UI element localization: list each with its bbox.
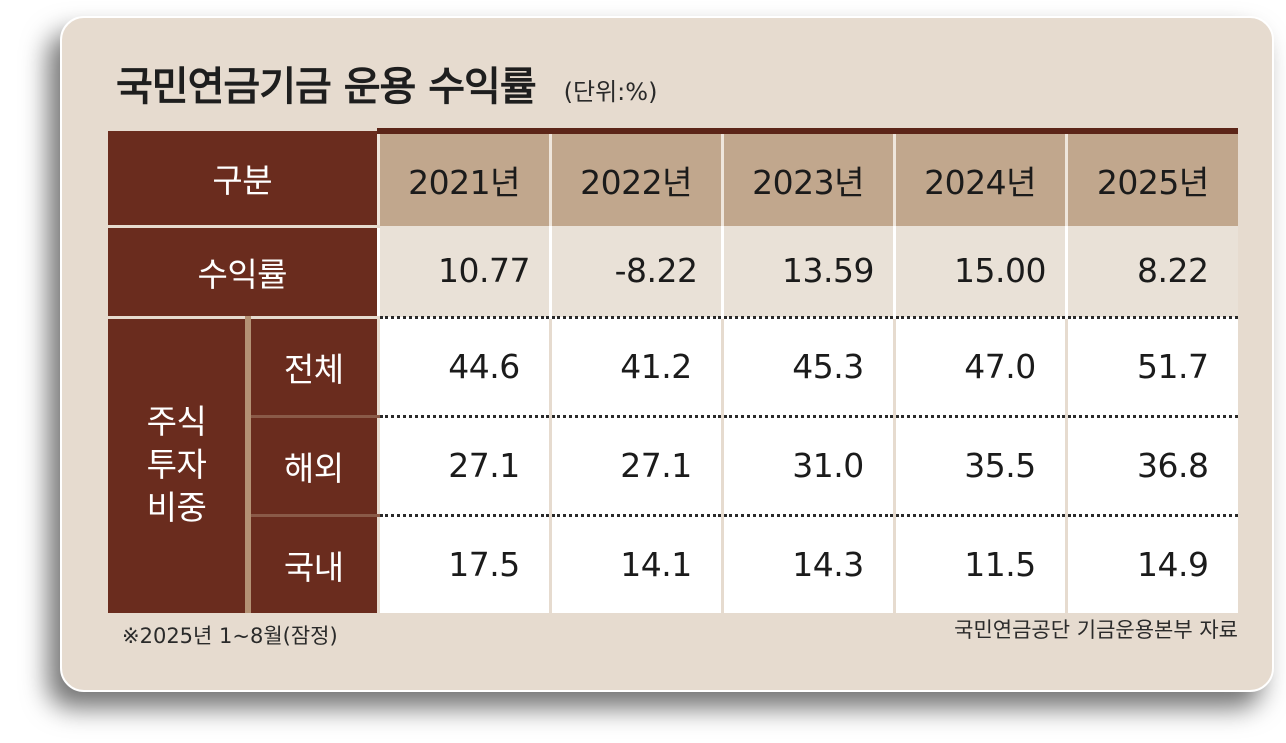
stock-value: 35.5 [964, 446, 1036, 485]
stock-row-total: 주식 투자 비중 전체 44.6 41.2 45.3 47.0 51.7 [108, 317, 1239, 613]
chart-title: 국민연금기금 운용 수익률 [116, 64, 537, 110]
stock-value: 41.2 [620, 347, 692, 386]
stock-value: 17.5 [448, 545, 520, 584]
stock-group-label: 주식 투자 비중 [108, 317, 251, 613]
return-value: 13.59 [782, 251, 874, 291]
year-header: 2021년 [376, 128, 551, 226]
return-cell: 8.22 [1064, 226, 1239, 319]
stock-cell: 41.2 [548, 317, 723, 418]
year-header: 2022년 [548, 128, 723, 226]
stock-row-label: 해외 [248, 416, 379, 517]
stock-value: 27.1 [620, 446, 692, 485]
stock-row-label: 국내 [248, 515, 379, 613]
stock-value: 14.9 [1137, 545, 1209, 584]
year-header: 2023년 [720, 128, 895, 226]
stock-value: 47.0 [964, 347, 1036, 386]
stock-cell: 27.1 [548, 416, 723, 517]
stock-value: 27.1 [448, 446, 520, 485]
unit-label: (단위:%) [563, 78, 658, 106]
return-value: -8.22 [614, 251, 698, 291]
stock-group-text: 주식 투자 비중 [146, 402, 207, 527]
stock-cell: 44.6 [376, 317, 551, 418]
footnote: ※2025년 1~8월(잠정) [122, 624, 338, 648]
return-cell: 13.59 [720, 226, 895, 319]
return-value: 8.22 [1137, 251, 1209, 291]
return-value: 15.00 [954, 251, 1046, 291]
header-row: 구분 2021년 2022년 2023년 2024년 2025년 [108, 128, 1239, 228]
header-label: 구분 [108, 131, 379, 228]
stock-cell: 14.3 [720, 515, 895, 613]
stock-cell: 45.3 [720, 317, 895, 418]
stock-cell: 14.1 [548, 515, 723, 613]
stock-cell: 17.5 [376, 515, 551, 613]
title-row: 국민연금기금 운용 수익률 (단위:%) [116, 54, 657, 112]
year-header: 2025년 [1064, 128, 1239, 226]
stock-row-overseas: 해외 27.1 27.1 31.0 35.5 36.8 [108, 416, 1239, 517]
return-row: 수익률 10.77 -8.22 13.59 15.00 8.22 [108, 226, 1239, 319]
stock-cell: 14.9 [1064, 515, 1239, 613]
stock-cell: 36.8 [1064, 416, 1239, 517]
stock-value: 51.7 [1137, 347, 1209, 386]
year-header: 2024년 [892, 128, 1067, 226]
stock-cell: 31.0 [720, 416, 895, 517]
stock-value: 44.6 [448, 347, 520, 386]
return-cell: 10.77 [376, 226, 551, 319]
stock-value: 14.1 [620, 545, 692, 584]
stock-cell: 11.5 [892, 515, 1067, 613]
stock-cell: 35.5 [892, 416, 1067, 517]
stock-value: 31.0 [792, 446, 864, 485]
stock-cell: 51.7 [1064, 317, 1239, 418]
stock-row-label: 전체 [248, 317, 379, 418]
stock-value: 45.3 [792, 347, 864, 386]
stock-cell: 27.1 [376, 416, 551, 517]
return-cell: -8.22 [548, 226, 723, 319]
infographic-card: 국민연금기금 운용 수익률 (단위:%) 구분 2021년 2022년 2023… [60, 16, 1274, 692]
stock-cell: 47.0 [892, 317, 1067, 418]
return-label: 수익률 [108, 226, 379, 319]
return-value: 10.77 [438, 251, 530, 291]
source-credit: 국민연금공단 기금운용본부 자료 [954, 618, 1238, 642]
stock-value: 14.3 [792, 545, 864, 584]
stock-value: 36.8 [1137, 446, 1209, 485]
stock-value: 11.5 [964, 545, 1036, 584]
return-cell: 15.00 [892, 226, 1067, 319]
stock-row-domestic: 국내 17.5 14.1 14.3 11.5 14.9 [108, 515, 1239, 613]
returns-table: 구분 2021년 2022년 2023년 2024년 2025년 수익률 10.… [108, 128, 1239, 613]
